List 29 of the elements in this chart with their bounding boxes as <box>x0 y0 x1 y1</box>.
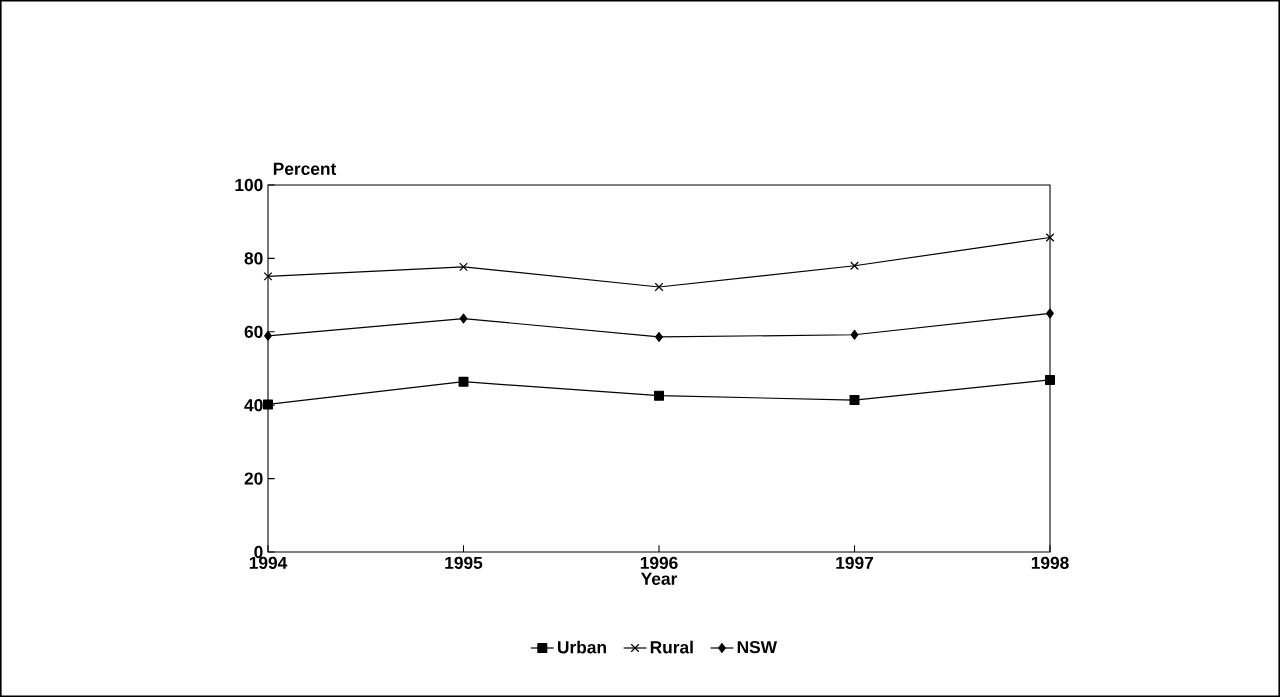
point <box>264 330 272 341</box>
x-tick-label: 1996 <box>640 556 678 569</box>
point <box>263 272 273 281</box>
point <box>1046 308 1054 319</box>
point <box>458 376 469 387</box>
legend-label: NSW <box>737 640 778 654</box>
point <box>1045 374 1056 385</box>
y-axis-title: Percent <box>273 162 337 175</box>
point <box>849 395 860 406</box>
point <box>850 329 859 340</box>
point <box>654 282 664 292</box>
x-tick-label: 1998 <box>1031 556 1069 569</box>
legend-label: Urban <box>557 640 606 654</box>
y-tick-label: 80 <box>244 252 263 265</box>
point <box>654 390 665 401</box>
y-tick-label: 100 <box>235 178 263 192</box>
point <box>459 262 468 272</box>
y-tick-label: 20 <box>244 472 263 485</box>
legend-label: Rural <box>650 640 693 654</box>
point <box>459 313 468 324</box>
y-tick-label: 60 <box>244 325 263 338</box>
point <box>655 331 663 342</box>
x-axis-title: Year <box>640 572 678 585</box>
point <box>850 261 859 271</box>
point <box>263 399 274 410</box>
point <box>1045 233 1055 242</box>
y-tick-label: 40 <box>244 399 263 412</box>
x-tick-label: 1997 <box>836 556 874 569</box>
x-tick-label: 1995 <box>445 556 483 569</box>
